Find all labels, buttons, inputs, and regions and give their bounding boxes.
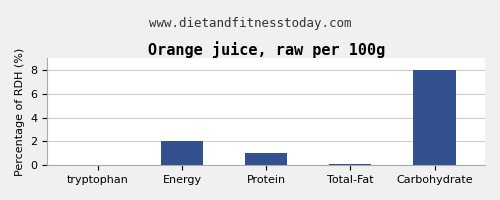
Bar	[161, 141, 203, 165]
Bar	[245, 153, 287, 165]
Bar	[414, 70, 456, 165]
Y-axis label: Percentage of RDH (%): Percentage of RDH (%)	[15, 47, 25, 176]
Text: www.dietandfitnesstoday.com: www.dietandfitnesstoday.com	[149, 18, 351, 30]
Bar	[330, 164, 372, 165]
Title: Orange juice, raw per 100g: Orange juice, raw per 100g	[148, 41, 385, 58]
